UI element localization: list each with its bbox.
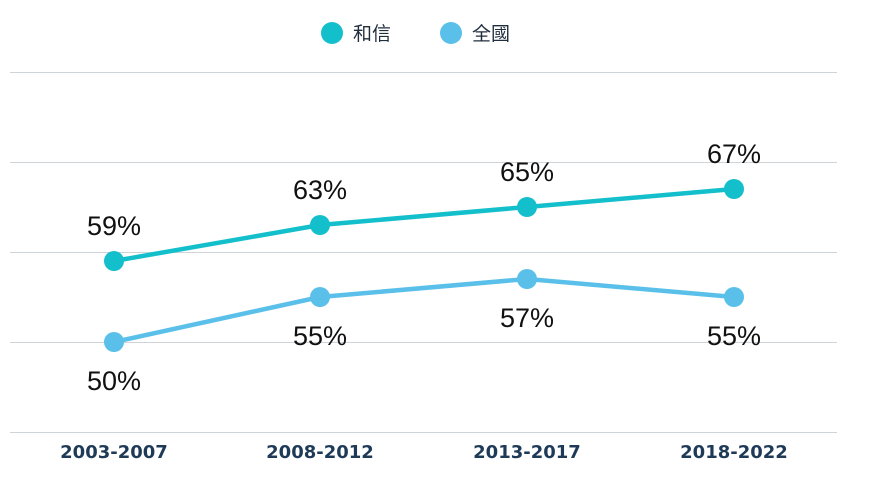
series-layer (104, 179, 744, 352)
x-tick-label: 2008-2012 (266, 442, 374, 463)
data-label: 55% (707, 321, 761, 351)
data-label: 50% (87, 366, 141, 396)
gridlines (10, 72, 837, 433)
series-line (111, 186, 737, 264)
data-point (517, 197, 537, 217)
data-point (724, 287, 744, 307)
data-label: 65% (500, 157, 554, 187)
data-label: 67% (707, 139, 761, 169)
x-tick-label: 2003-2007 (60, 442, 168, 463)
x-tick-label: 2018-2022 (680, 442, 788, 463)
legend: 和信 全國 (321, 22, 510, 45)
series-line (111, 276, 737, 345)
data-point (310, 215, 330, 235)
data-labels: 59% 63% 65% 67% 50% 55% 57% 55% (87, 139, 761, 396)
data-label: 59% (87, 211, 141, 241)
data-point (310, 287, 330, 307)
data-point (724, 179, 744, 199)
data-point (104, 251, 124, 271)
data-point (104, 332, 124, 352)
data-point (517, 269, 537, 289)
x-axis: 2003-2007 2008-2012 2013-2017 2018-2022 (60, 442, 788, 463)
legend-label: 全國 (472, 23, 510, 45)
legend-marker (321, 22, 343, 44)
data-label: 55% (293, 321, 347, 351)
legend-label: 和信 (353, 23, 391, 45)
x-tick-label: 2013-2017 (473, 442, 581, 463)
legend-marker (440, 22, 462, 44)
data-label: 63% (293, 175, 347, 205)
data-label: 57% (500, 303, 554, 333)
